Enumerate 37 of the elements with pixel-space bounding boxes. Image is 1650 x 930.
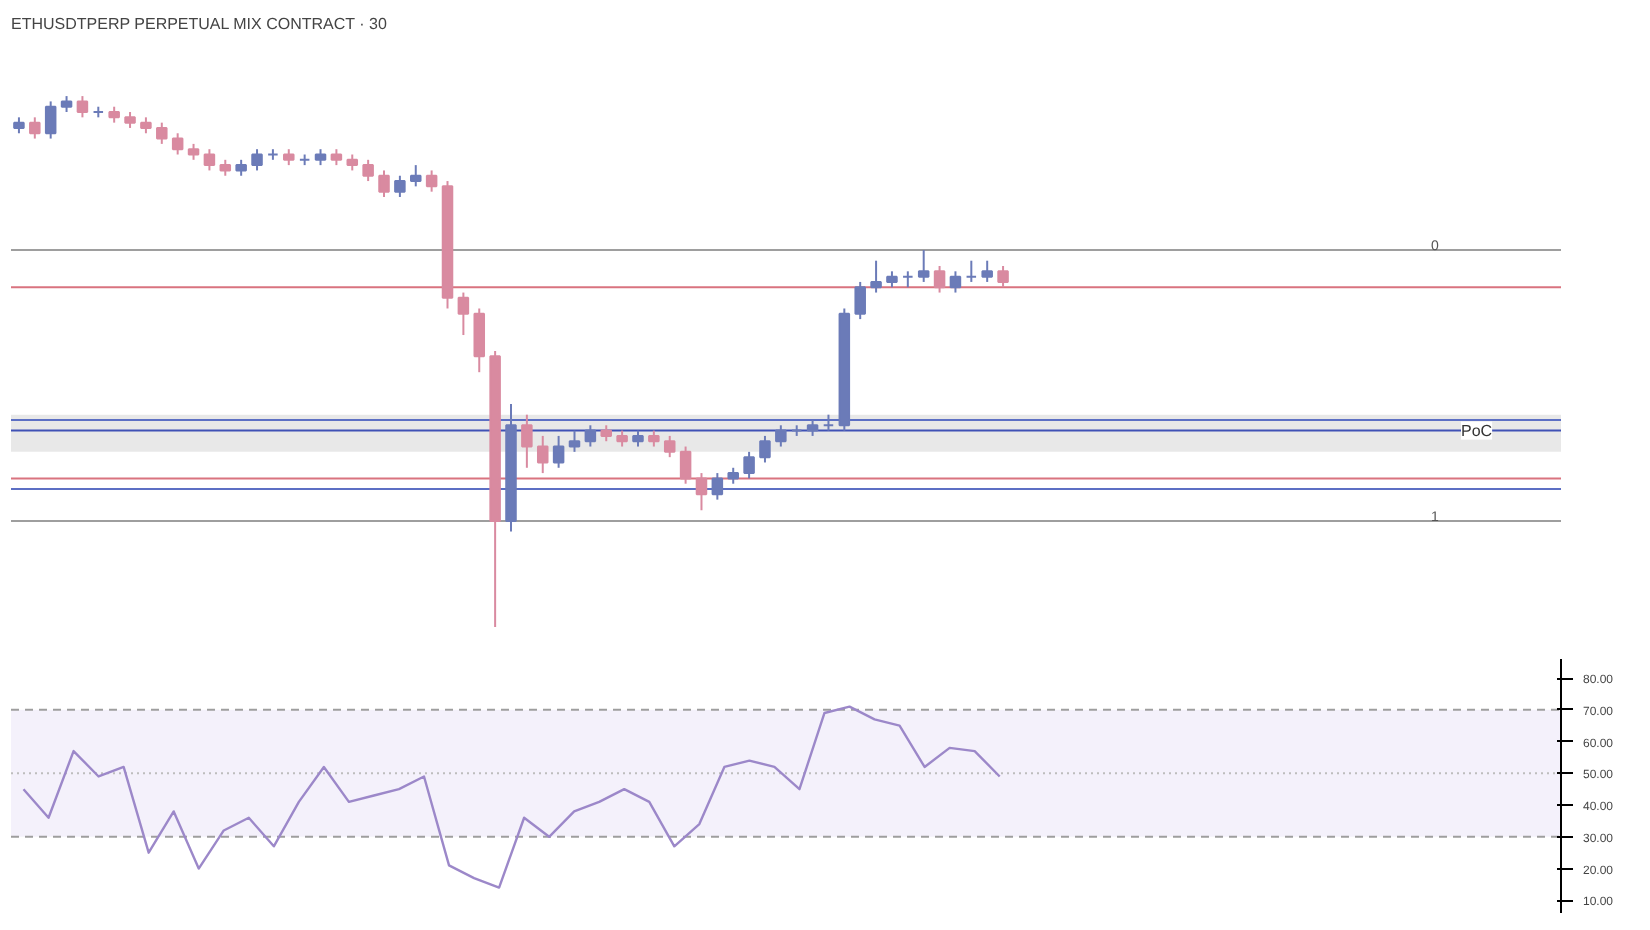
candlestick [743, 450, 755, 480]
candlestick [362, 158, 374, 183]
candlestick [457, 291, 470, 337]
candlestick [965, 259, 978, 283]
candlestick [584, 424, 597, 448]
candlestick [251, 148, 263, 172]
candlestick [854, 280, 866, 321]
candlestick [394, 174, 406, 198]
candlestick [711, 472, 724, 501]
candlestick [981, 259, 993, 283]
candlestick [44, 100, 57, 140]
candlestick [425, 169, 438, 193]
candlestick [203, 148, 216, 172]
candlestick [870, 259, 882, 294]
candlestick [473, 307, 486, 374]
candlestick [29, 116, 41, 140]
candlestick [775, 424, 787, 448]
ref-line-label: PoC [1461, 421, 1493, 440]
candlestick [568, 429, 581, 453]
candlestick [917, 249, 930, 283]
candlestick [76, 95, 89, 119]
candlestick [378, 169, 390, 198]
chart-title: ETHUSDTPERP PERPETUAL MIX CONTRACT · 30 [11, 15, 388, 33]
candlestick [410, 164, 422, 188]
line-series [22, 705, 1001, 889]
candlestick [949, 270, 962, 294]
candlestick [695, 472, 708, 512]
candlestick [933, 265, 946, 294]
candlestick [536, 434, 549, 475]
candlestick [679, 445, 692, 485]
candlestick [171, 132, 184, 156]
candlestick [663, 434, 676, 459]
candlestick [156, 121, 168, 145]
candlestick [997, 265, 1009, 289]
candlestick [552, 434, 565, 469]
candlestick [759, 434, 771, 464]
candlestick [521, 413, 533, 469]
